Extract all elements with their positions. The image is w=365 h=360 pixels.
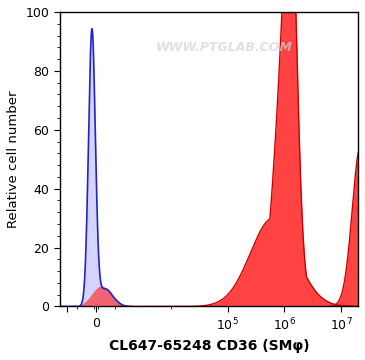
X-axis label: CL647-65248 CD36 (SMφ): CL647-65248 CD36 (SMφ) <box>109 339 309 353</box>
Y-axis label: Relative cell number: Relative cell number <box>7 90 20 228</box>
Text: WWW.PTGLAB.COM: WWW.PTGLAB.COM <box>155 41 292 54</box>
